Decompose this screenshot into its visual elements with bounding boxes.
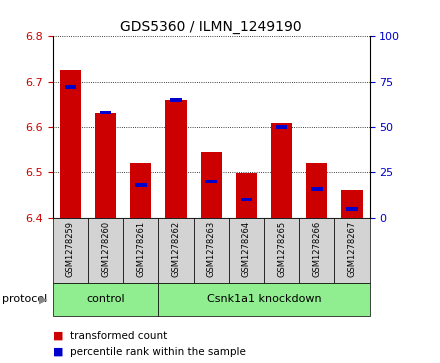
Bar bbox=[53, 283, 158, 316]
Bar bbox=[346, 207, 358, 211]
Text: GSM1278261: GSM1278261 bbox=[136, 221, 145, 277]
Bar bbox=[165, 100, 187, 218]
Text: GSM1278263: GSM1278263 bbox=[207, 221, 216, 277]
Bar bbox=[60, 70, 81, 218]
Bar bbox=[130, 163, 151, 218]
Title: GDS5360 / ILMN_1249190: GDS5360 / ILMN_1249190 bbox=[121, 20, 302, 34]
Bar bbox=[53, 218, 88, 283]
Text: ■: ■ bbox=[53, 347, 63, 357]
Text: protocol: protocol bbox=[2, 294, 48, 305]
Bar bbox=[229, 218, 264, 283]
Bar bbox=[88, 218, 123, 283]
Bar bbox=[306, 163, 327, 218]
Bar bbox=[95, 114, 116, 218]
Bar bbox=[236, 174, 257, 218]
Bar bbox=[201, 152, 222, 218]
Bar bbox=[299, 218, 334, 283]
Bar bbox=[271, 123, 292, 218]
Bar bbox=[123, 218, 158, 283]
Bar bbox=[194, 218, 229, 283]
Bar bbox=[334, 218, 370, 283]
Text: Csnk1a1 knockdown: Csnk1a1 knockdown bbox=[207, 294, 321, 305]
Bar bbox=[65, 85, 76, 89]
Text: GSM1278260: GSM1278260 bbox=[101, 221, 110, 277]
Bar bbox=[311, 187, 323, 191]
Bar bbox=[100, 111, 111, 114]
Text: GSM1278264: GSM1278264 bbox=[242, 221, 251, 277]
Text: GSM1278262: GSM1278262 bbox=[172, 221, 180, 277]
Text: transformed count: transformed count bbox=[70, 331, 168, 341]
Text: control: control bbox=[86, 294, 125, 305]
Bar bbox=[264, 218, 299, 283]
Bar bbox=[341, 190, 363, 218]
Text: ■: ■ bbox=[53, 331, 63, 341]
Text: GSM1278267: GSM1278267 bbox=[348, 221, 356, 277]
Text: GSM1278265: GSM1278265 bbox=[277, 221, 286, 277]
Bar bbox=[276, 125, 287, 129]
Bar bbox=[135, 183, 147, 187]
Bar bbox=[241, 198, 252, 201]
Text: GSM1278266: GSM1278266 bbox=[312, 221, 321, 277]
Bar bbox=[205, 180, 217, 183]
Bar bbox=[158, 283, 370, 316]
Text: percentile rank within the sample: percentile rank within the sample bbox=[70, 347, 246, 357]
Bar bbox=[158, 218, 194, 283]
Bar bbox=[170, 98, 182, 102]
Text: GSM1278259: GSM1278259 bbox=[66, 221, 75, 277]
Text: ▶: ▶ bbox=[39, 294, 47, 305]
